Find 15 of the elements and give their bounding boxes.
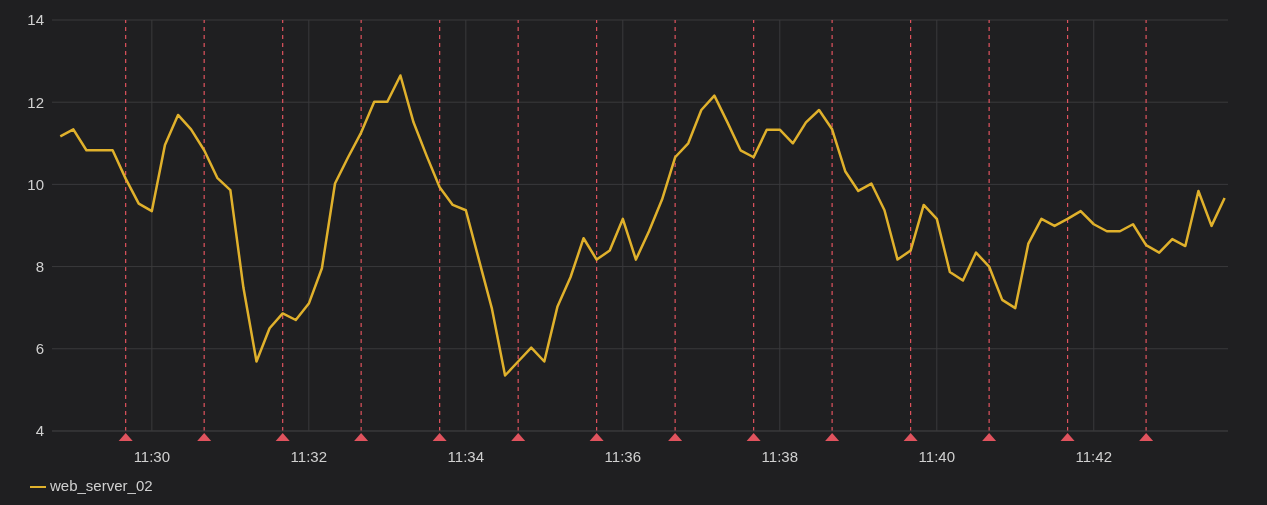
y-tick-label: 6 (35, 340, 44, 358)
x-tick-label: 11:38 (761, 447, 798, 465)
y-tick-label: 12 (27, 93, 44, 111)
y-tick-label: 14 (27, 11, 44, 29)
x-tick-label: 11:42 (1075, 447, 1112, 465)
y-tick-label: 4 (35, 422, 44, 440)
legend-label: web_server_02 (50, 476, 153, 494)
x-tick-label: 11:40 (918, 447, 956, 465)
line-series (59, 74, 1226, 377)
x-tick-label: 11:34 (447, 447, 485, 465)
x-tick-label: 11:32 (290, 447, 328, 465)
x-tick-label: 11:30 (133, 447, 171, 465)
y-tick-label: 8 (35, 257, 44, 275)
y-tick-label: 10 (27, 175, 44, 193)
x-tick-label: 11:36 (604, 447, 642, 465)
